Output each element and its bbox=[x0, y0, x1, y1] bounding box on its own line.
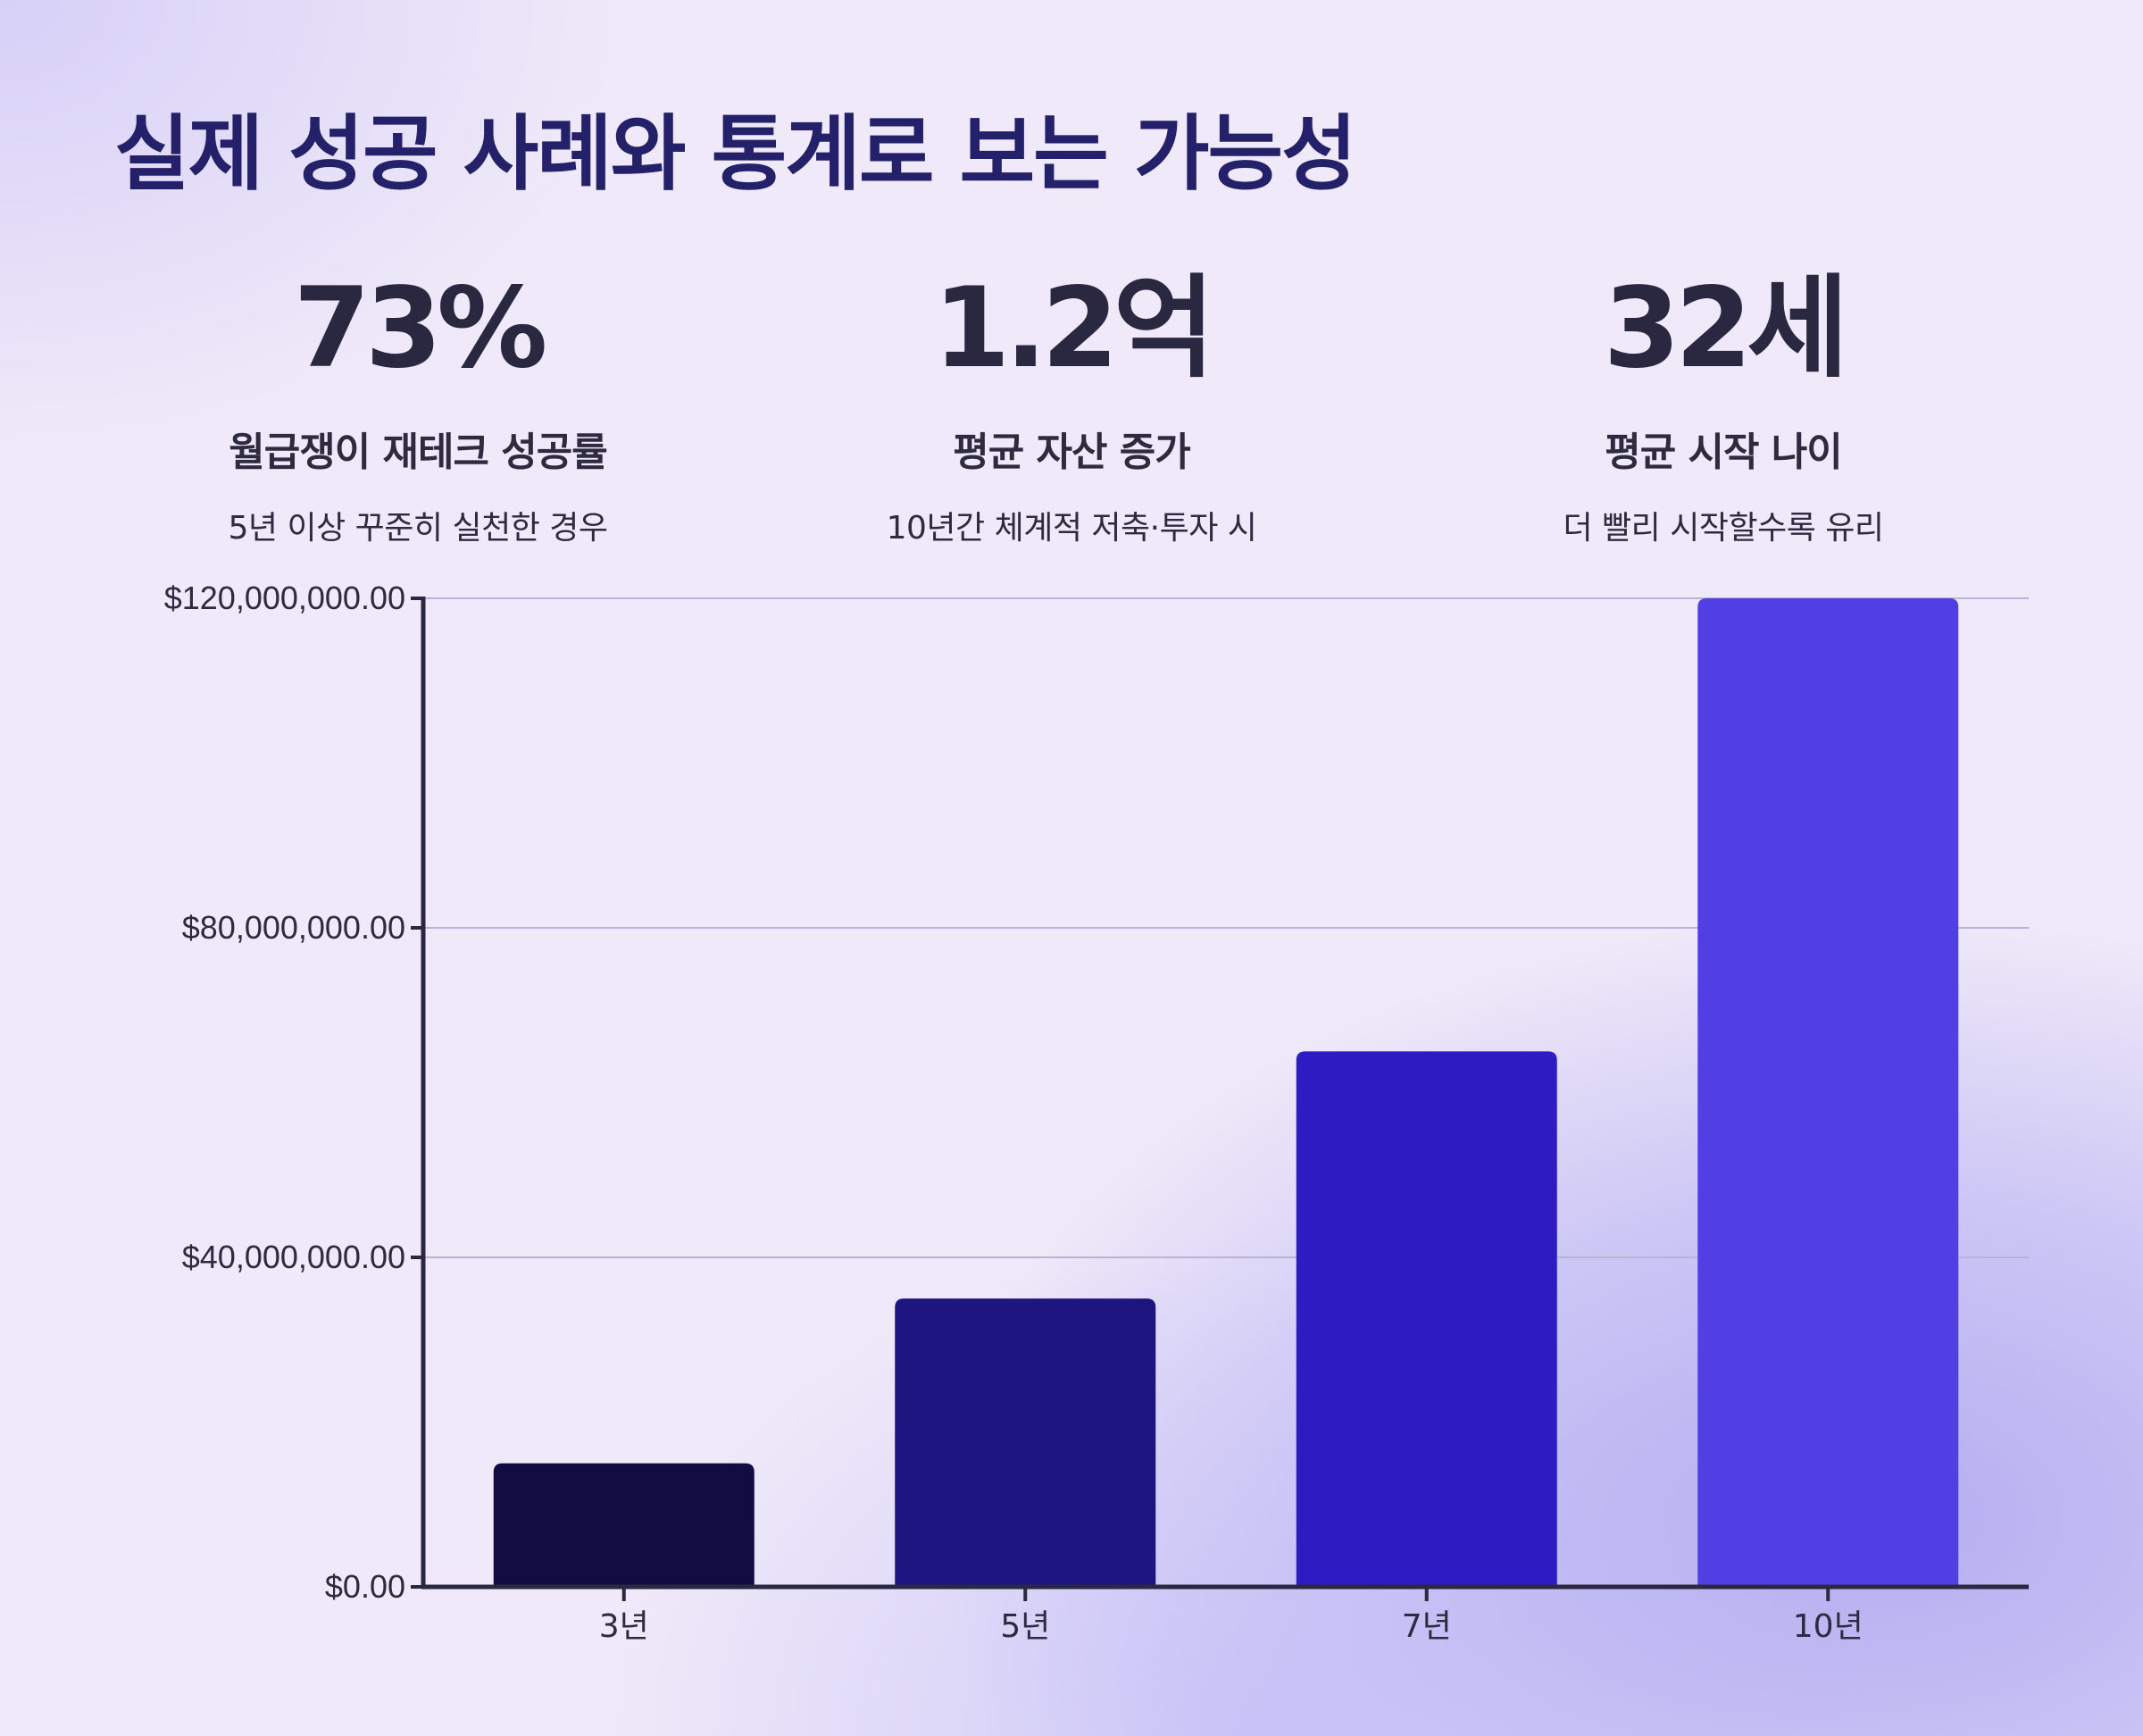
stat-value: 32세 bbox=[1603, 264, 1849, 393]
y-tick-label: $80,000,000.00 bbox=[182, 909, 405, 946]
bar-2 bbox=[895, 1298, 1156, 1587]
stat-subtext: 10년간 체계적 저축·투자 시 bbox=[886, 510, 1257, 547]
y-tick-label: $0.00 bbox=[325, 1568, 405, 1605]
y-tick-label: $40,000,000.00 bbox=[182, 1239, 405, 1275]
stat-subtext: 5년 이상 꾸준히 실천한 경우 bbox=[228, 510, 609, 547]
x-tick-label: 7년 bbox=[1402, 1608, 1452, 1645]
page-title: 실제 성공 사례와 통계로 보는 가능성 bbox=[114, 106, 1357, 202]
stat-label: 평균 시작 나이 bbox=[1605, 430, 1843, 475]
stat-asset-growth: 1.2억 평균 자산 증가 10년간 체계적 저축·투자 시 bbox=[750, 273, 1393, 548]
bar-1 bbox=[493, 1463, 755, 1587]
stat-value: 1.2억 bbox=[933, 264, 1215, 393]
chart-bars bbox=[493, 598, 1959, 1587]
bar-4 bbox=[1697, 598, 1959, 1587]
chart-y-ticks: $0.00 $40,000,000.00 $80,000,000.00 $120,00… bbox=[164, 580, 405, 1605]
x-tick-label: 3년 bbox=[599, 1608, 649, 1645]
stat-subtext: 더 빨리 시작할수록 유리 bbox=[1563, 510, 1884, 547]
stat-label: 평균 자산 증가 bbox=[953, 430, 1191, 475]
y-tick-label: $120,000,000.00 bbox=[164, 580, 405, 616]
x-tick-label: 10년 bbox=[1793, 1608, 1864, 1645]
stat-label: 월급쟁이 재테크 성공률 bbox=[229, 430, 607, 475]
stat-value: 73% bbox=[293, 264, 548, 393]
chart-x-ticks: 3년 5년 7년 10년 bbox=[599, 1608, 1864, 1645]
bar-3 bbox=[1296, 1051, 1557, 1587]
x-tick-label: 5년 bbox=[1000, 1608, 1050, 1645]
stat-success-rate: 73% 월급쟁이 재테크 성공률 5년 이상 꾸준히 실천한 경우 bbox=[96, 273, 739, 548]
chart-axes bbox=[411, 597, 2029, 1601]
stat-start-age: 32세 평균 시작 나이 더 빨리 시작할수록 유리 bbox=[1402, 273, 2045, 548]
